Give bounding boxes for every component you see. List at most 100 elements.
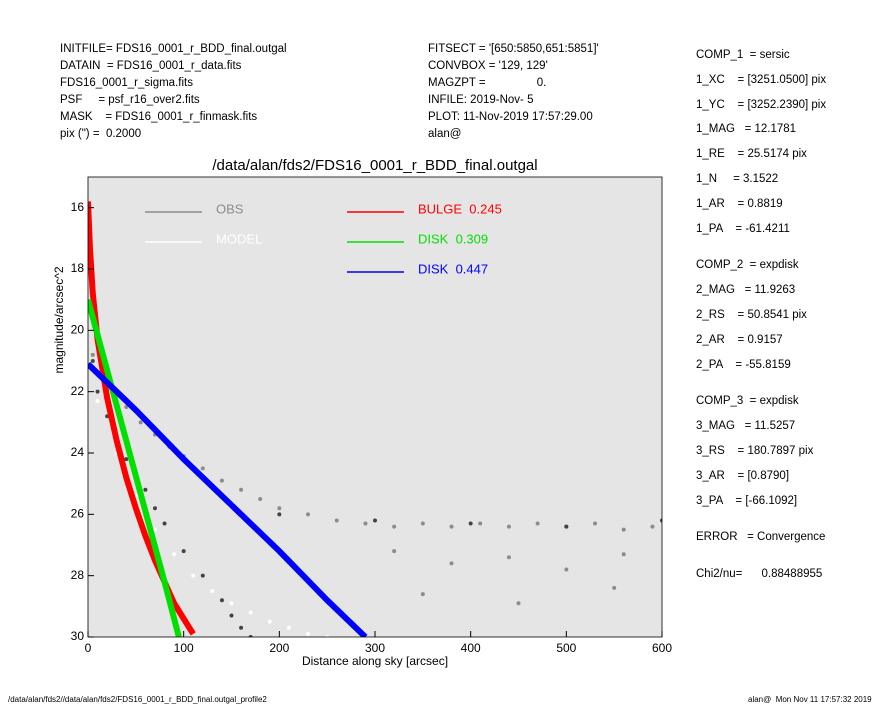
data-point (612, 585, 617, 590)
data-point (516, 601, 521, 606)
header-line: PLOT: 11-Nov-2019 17:57:29.00 (428, 111, 593, 123)
parameter-line: 3_AR = [0.8790] (696, 469, 790, 482)
data-point (181, 549, 186, 554)
data-point (219, 598, 224, 603)
data-point (506, 524, 511, 529)
model-curve (88, 361, 368, 637)
data-point (95, 398, 100, 403)
data-point (306, 631, 311, 636)
data-point (258, 497, 263, 501)
parameter-line: 2_PA = -55.8159 (696, 358, 791, 371)
data-point (248, 610, 253, 615)
header-line: FITSECT = '[650:5850,651:5851]' (428, 43, 599, 55)
data-point (286, 625, 291, 630)
data-point (172, 552, 177, 557)
header-line: MAGZPT = 0. (428, 77, 547, 89)
data-point (124, 405, 129, 409)
y-tick-label: 30 (71, 629, 85, 643)
data-point (191, 573, 196, 578)
x-tick-label: 600 (652, 641, 672, 655)
parameter-line: 2_AR = 0.9157 (696, 333, 783, 346)
data-point (564, 567, 569, 572)
data-point (325, 635, 330, 637)
data-point (162, 521, 167, 526)
data-point (267, 619, 272, 624)
x-tick-label: 200 (269, 641, 289, 655)
y-axis-label: magnitude/arcsec^2 (52, 266, 66, 373)
x-tick-label: 100 (174, 641, 194, 655)
data-point (506, 555, 511, 560)
y-tick-label: 24 (71, 445, 85, 459)
data-point (143, 487, 148, 492)
header-left: INITFILE= FDS16_0001_r_BDD_final.outgal D… (60, 41, 287, 143)
data-point (219, 478, 224, 483)
data-point (277, 512, 282, 517)
parameter-line: 1_N = 3.1522 (696, 173, 779, 185)
header-line: FDS16_0001_r_sigma.fits (60, 77, 193, 89)
data-point (152, 506, 157, 511)
parameter-line: 2_MAG = 11.9263 (696, 284, 796, 297)
y-tick-label: 28 (71, 568, 85, 582)
plot-background (88, 177, 662, 637)
data-point (373, 518, 377, 523)
data-point (535, 521, 540, 526)
data-point (152, 527, 157, 532)
y-tick-label: 26 (71, 507, 85, 521)
parameter-line: COMP_1 = sersic (696, 49, 790, 61)
model-curve (88, 201, 196, 636)
parameter-line: 3_PA = [-66.1092] (696, 494, 798, 507)
data-point (468, 521, 473, 526)
parameter-line: COMP_3 = expdisk (696, 395, 799, 408)
data-point (449, 524, 454, 529)
header-middle: FITSECT = '[650:5850,651:5851]' CONVBOX =… (428, 41, 599, 143)
x-tick-label: 0 (85, 641, 92, 655)
x-tick-label: 300 (365, 641, 385, 655)
parameter-line: 2_RS = 50.8541 pix (696, 309, 807, 321)
data-point (239, 487, 244, 492)
data-point (90, 359, 95, 363)
header-line: DATAIN = FDS16_0001_r_data.fits (60, 60, 242, 72)
header-line: PSF = psf_r16_over2.fits (60, 94, 200, 106)
data-point (306, 512, 311, 517)
data-point (363, 521, 368, 526)
data-point (392, 549, 397, 554)
data-point (90, 352, 95, 357)
x-tick-label: 400 (461, 641, 481, 655)
y-tick-label: 20 (71, 323, 85, 337)
data-point (593, 521, 598, 526)
legend-label: OBS (216, 201, 244, 216)
data-point (420, 592, 425, 597)
parameter-line: 3_MAG = 11.5257 (696, 420, 796, 433)
data-point (239, 625, 244, 630)
header-line: MASK = FDS16_0001_r_finmask.fits (60, 111, 258, 123)
header-line: INFILE: 2019-Nov- 5 (428, 94, 534, 106)
data-point (229, 613, 234, 618)
legend-label: BULGE 0.245 (418, 201, 502, 216)
parameter-line: Chi2/nu= 0.88488955 (696, 568, 823, 581)
data-point (564, 524, 569, 529)
data-point (478, 521, 483, 526)
header-line: alan@ (428, 128, 462, 140)
x-tick-label: 500 (556, 641, 576, 655)
parameter-line: 1_MAG = 12.1781 (696, 123, 797, 136)
chart-title: /data/alan/fds2/FDS16_0001_r_BDD_final.o… (212, 157, 537, 174)
header-line: INITFILE= FDS16_0001_r_BDD_final.outgal (60, 43, 287, 55)
parameter-line: 1_RE = 25.5174 pix (696, 148, 807, 161)
data-point (95, 389, 100, 394)
model-curve (88, 298, 182, 637)
data-point (124, 457, 129, 462)
data-point (248, 635, 253, 637)
parameter-line: ERROR = Convergence (696, 531, 826, 544)
data-point (621, 552, 626, 557)
data-point (449, 561, 454, 566)
footer-right: alan@ Mon Nov 11 17:57:32 2019 (748, 695, 872, 704)
parameter-line: 1_AR = 0.8819 (696, 197, 783, 210)
parameter-line: 1_PA = -61.4211 (696, 222, 790, 235)
header-line: pix (") = 0.2000 (60, 128, 142, 140)
data-point (334, 518, 339, 523)
legend-label: MODEL (216, 231, 262, 246)
data-point (200, 573, 205, 578)
footer-left: /data/alan/fds2//data/alan/fds2/FDS16_00… (8, 695, 267, 704)
data-point (138, 420, 143, 425)
